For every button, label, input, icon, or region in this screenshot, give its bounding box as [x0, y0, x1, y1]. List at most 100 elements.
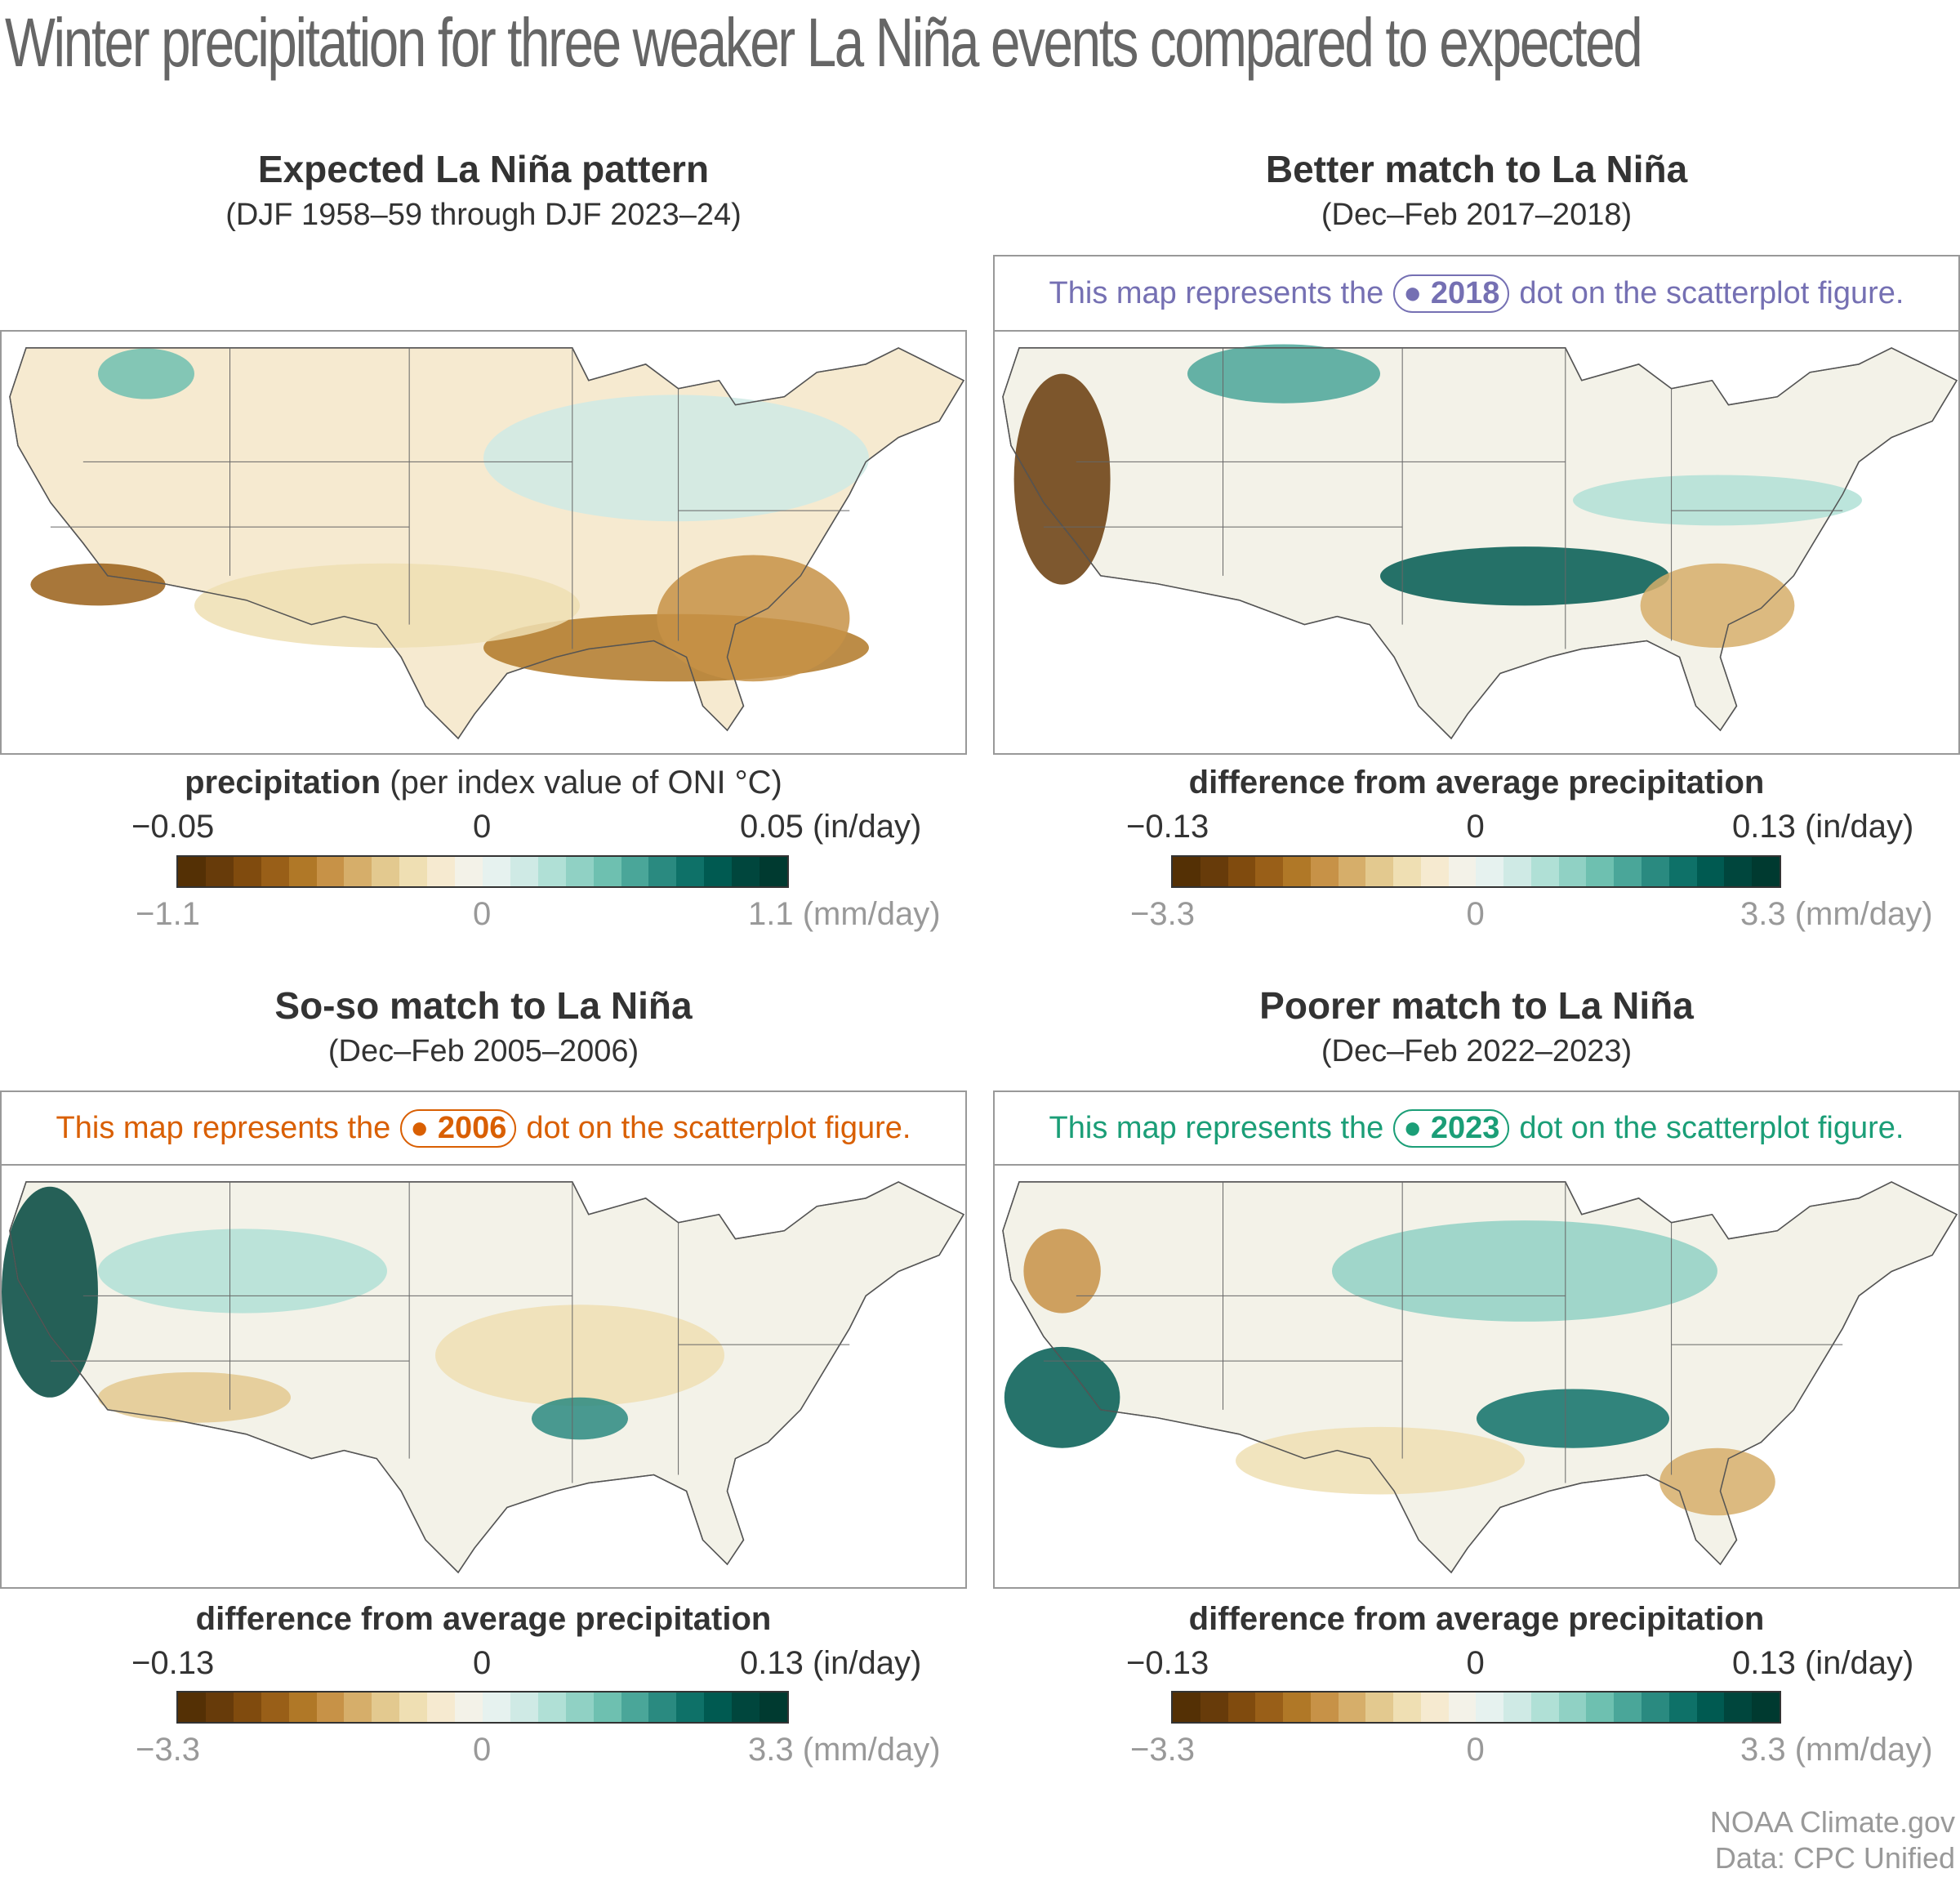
colorbar-swatch [1668, 857, 1697, 886]
tick-zero-in: 0 [473, 809, 492, 845]
colorbar-swatch [427, 857, 456, 886]
precip-anomaly-region [483, 395, 869, 522]
colorbar-swatch [621, 857, 649, 886]
colorbar [1171, 855, 1781, 888]
colorbar-swatch [760, 1693, 787, 1722]
tick-min-in: −0.13 [1126, 809, 1209, 845]
colorbar [176, 855, 789, 888]
callout-text: dot on the scatterplot figure. [526, 1110, 911, 1145]
colorbar-swatch [1642, 1693, 1669, 1722]
colorbar-swatch [399, 857, 428, 886]
precip-anomaly-region [98, 1229, 387, 1313]
colorbar-swatch [1255, 1693, 1284, 1722]
precip-anomaly-region [1236, 1426, 1525, 1495]
colorbar-swatch [1420, 857, 1449, 886]
us-precipitation-map [0, 330, 967, 755]
colorbar-swatch [316, 1693, 345, 1722]
colorbar-swatch [593, 1693, 621, 1722]
year-badge: ● 2023 [1393, 1108, 1510, 1148]
us-precipitation-map [993, 330, 1960, 755]
colorbar-swatch [1283, 857, 1311, 886]
colorbar-swatch [510, 857, 538, 886]
colorbar-swatch [704, 1693, 733, 1722]
colorbar-swatch [565, 1693, 594, 1722]
colorbar-swatch [344, 1693, 372, 1722]
colorbar-swatch [676, 857, 705, 886]
year-label: 2006 [437, 1110, 507, 1145]
colorbar [1171, 1691, 1781, 1724]
colorbar-swatch [1752, 1693, 1780, 1722]
colorbar-swatch [565, 857, 594, 886]
colorbar-swatch [178, 1693, 206, 1722]
scatterplot-callout: This map represents the ● 2018 dot on th… [993, 255, 1960, 330]
colorbar-swatch [732, 1693, 760, 1722]
colorbar-swatch [1503, 1693, 1531, 1722]
panel-subtitle: (Dec–Feb 2022–2023) [1321, 1034, 1633, 1068]
colorbar-swatch [1696, 1693, 1725, 1722]
colorbar-swatch [1200, 857, 1228, 886]
colorbar-swatch [288, 857, 317, 886]
colorbar-swatch [1310, 1693, 1339, 1722]
precip-anomaly-region [194, 563, 580, 648]
callout-text: dot on the scatterplot figure. [1519, 1110, 1904, 1145]
colorbar-swatch [455, 857, 483, 886]
colorbar-swatch [1173, 1693, 1200, 1722]
colorbar-swatch [510, 1693, 538, 1722]
colorbar-swatch [760, 857, 787, 886]
tick-max-in: 0.05 (in/day) [740, 809, 922, 845]
colorbar-swatch [1393, 1693, 1421, 1722]
panel-subtitle: (Dec–Feb 2017–2018) [1321, 198, 1633, 232]
colorbar-swatch [537, 1693, 566, 1722]
scatterplot-callout: This map represents the ● 2006 dot on th… [0, 1090, 967, 1164]
tick-max-mm: 3.3 (mm/day) [1740, 896, 1933, 932]
colorbar-swatch [205, 857, 234, 886]
colorbar-swatch [316, 857, 345, 886]
precip-anomaly-region [98, 348, 194, 399]
colorbar-swatch [455, 1693, 483, 1722]
tick-zero-mm: 0 [473, 896, 492, 932]
colorbar-swatch [1668, 1693, 1697, 1722]
panel-title: Better match to La Niña [1265, 148, 1688, 190]
precip-anomaly-region [1573, 475, 1862, 526]
tick-min-in: −0.13 [131, 1645, 215, 1681]
colorbar-title: difference from average precipitation [1188, 1601, 1765, 1637]
colorbar-swatch [1724, 1693, 1753, 1722]
colorbar-swatch [233, 1693, 261, 1722]
dot-icon: ● [1403, 275, 1431, 310]
colorbar-swatch [1476, 1693, 1504, 1722]
colorbar-swatch [1365, 1693, 1394, 1722]
colorbar-swatch [1586, 857, 1615, 886]
colorbar-swatch [233, 857, 261, 886]
tick-max-mm: 1.1 (mm/day) [748, 896, 941, 932]
precip-anomaly-region [1187, 344, 1380, 404]
colorbar-swatch [1200, 1693, 1228, 1722]
precip-anomaly-region [1659, 1447, 1775, 1516]
precip-anomaly-region [1004, 1346, 1120, 1448]
colorbar-title: precipitation (per index value of ONI °C… [185, 765, 782, 801]
colorbar-swatch [1696, 857, 1725, 886]
tick-zero-in: 0 [473, 1645, 492, 1681]
colorbar-swatch [1503, 857, 1531, 886]
colorbar-swatch [1586, 1693, 1615, 1722]
colorbar-swatch [676, 1693, 705, 1722]
tick-min-mm: −3.3 [1130, 1732, 1195, 1768]
colorbar-swatch [1255, 857, 1284, 886]
precip-anomaly-region [1013, 373, 1111, 585]
us-precipitation-map [0, 1164, 967, 1589]
tick-min-mm: −3.3 [136, 1732, 200, 1768]
colorbar-swatch [1558, 1693, 1587, 1722]
tick-max-in: 0.13 (in/day) [1732, 1645, 1914, 1681]
scatterplot-callout: This map represents the ● 2023 dot on th… [993, 1090, 1960, 1164]
precip-anomaly-region [2, 1186, 98, 1398]
colorbar-swatch [1310, 857, 1339, 886]
tick-zero-mm: 0 [1466, 1732, 1485, 1768]
precip-anomaly-region [98, 1371, 291, 1423]
colorbar-swatch [1173, 857, 1200, 886]
colorbar-swatch [288, 1693, 317, 1722]
precip-anomaly-region [1477, 1389, 1669, 1448]
year-badge: ● 2006 [400, 1108, 517, 1148]
us-precipitation-map [993, 1164, 1960, 1589]
colorbar-title: difference from average precipitation [195, 1601, 772, 1637]
colorbar-swatch [1393, 857, 1421, 886]
precip-anomaly-region [657, 555, 850, 682]
